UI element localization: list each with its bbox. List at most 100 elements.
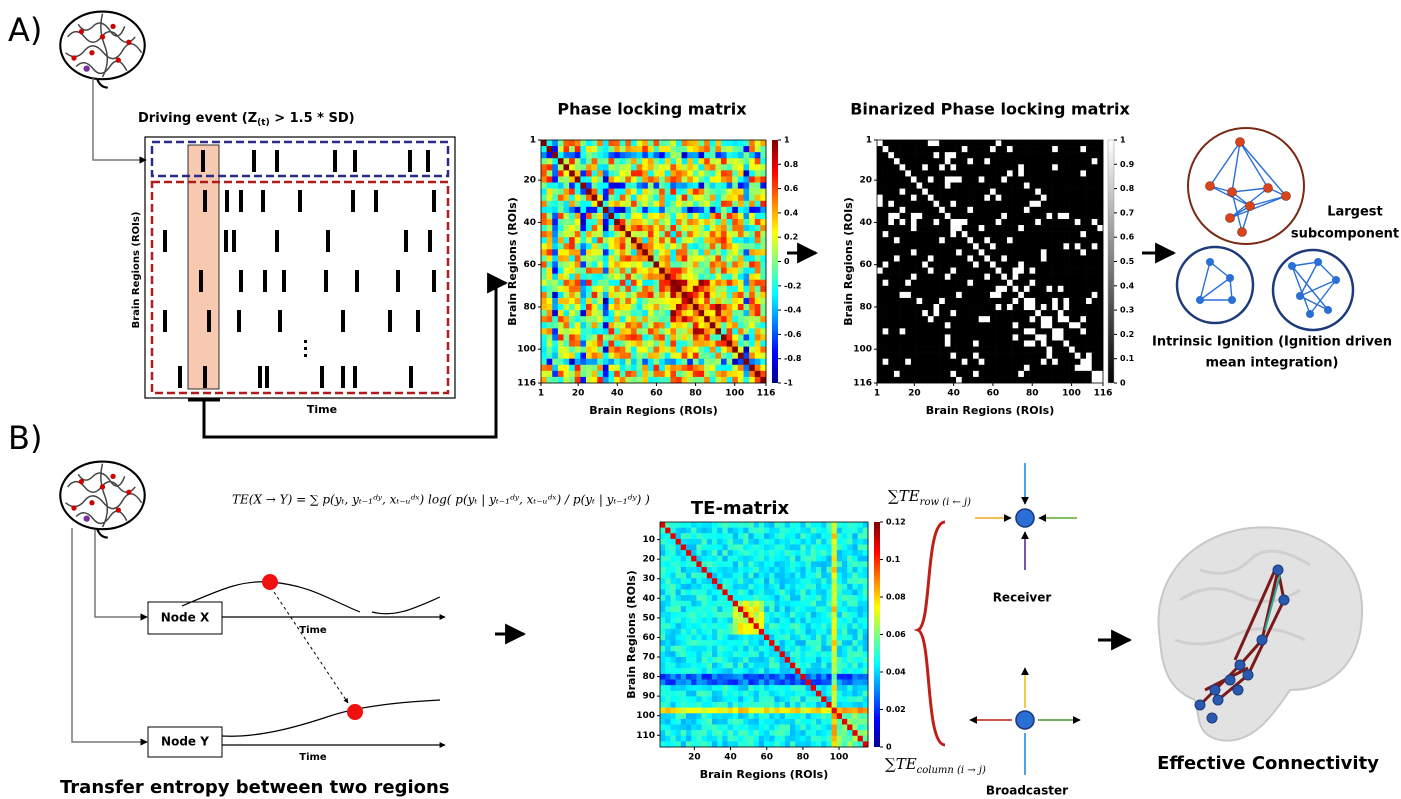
matrix-cell: [911, 164, 917, 170]
matrix-cell: [847, 578, 853, 584]
matrix-cell: [728, 567, 734, 573]
matrix-cell: [842, 606, 848, 612]
spike: [178, 366, 182, 388]
matrix-cell: [811, 533, 817, 539]
matrix-cell: [1018, 207, 1024, 213]
matrix-cell: [702, 612, 708, 618]
matrix-cell: [541, 310, 547, 316]
matrix-cell: [1024, 286, 1030, 292]
matrix-cell: [552, 292, 558, 298]
matrix-cell: [795, 668, 801, 674]
matrix-cell: [744, 292, 750, 298]
matrix-cell: [1086, 213, 1092, 219]
matrix-cell: [569, 183, 575, 189]
matrix-cell: [569, 249, 575, 255]
matrix-cell: [738, 231, 744, 237]
matrix-cell: [911, 201, 917, 207]
raster-y-label: Brain Regions (ROIs): [131, 212, 142, 329]
matrix-cell: [696, 719, 702, 725]
matrix-cell: [620, 176, 626, 182]
matrix-cell: [979, 189, 985, 195]
matrix-cell: [552, 328, 558, 334]
matrix-cell: [1041, 176, 1047, 182]
matrix-cell: [1058, 365, 1064, 371]
matrix-cell: [1047, 365, 1053, 371]
brace: [918, 522, 945, 745]
matrix-cell: [575, 268, 581, 274]
matrix-cell: [722, 606, 728, 612]
matrix-cell: [984, 328, 990, 334]
matrix-cell: [707, 680, 713, 686]
matrix-cell: [990, 268, 996, 274]
matrix-cell: [1063, 237, 1069, 243]
matrix-cell: [631, 310, 637, 316]
matrix-cell: [785, 539, 791, 545]
matrix-cell: [837, 590, 843, 596]
matrix-cell: [744, 371, 750, 377]
matrix-cell: [682, 170, 688, 176]
matrix-cell: [900, 347, 906, 353]
matrix-cell: [682, 347, 688, 353]
matrix-cell: [748, 618, 754, 624]
matrix-cell: [842, 640, 848, 646]
matrix-cell: [760, 274, 766, 280]
matrix-cell: [743, 533, 749, 539]
matrix-cell: [842, 578, 848, 584]
matrix-cell: [670, 623, 676, 629]
matrix-cell: [682, 158, 688, 164]
matrix-cell: [816, 663, 822, 669]
matrix-cell: [686, 725, 692, 731]
matrix-cell: [1047, 237, 1053, 243]
matrix-cell: [637, 304, 643, 310]
matrix-cell: [676, 316, 682, 322]
matrix-cell: [676, 207, 682, 213]
matrix-cell: [586, 365, 592, 371]
matrix-cell: [712, 550, 718, 556]
matrix-cell: [917, 249, 923, 255]
matrix-cell: [749, 195, 755, 201]
matrix-cell: [1069, 195, 1075, 201]
matrix-cell: [950, 231, 956, 237]
matrix-cell: [811, 708, 817, 714]
matrix-cell: [702, 573, 708, 579]
matrix-cell: [637, 334, 643, 340]
matrix-cell: [1097, 183, 1103, 189]
matrix-cell: [693, 316, 699, 322]
matrix-cell: [760, 164, 766, 170]
matrix-cell: [934, 322, 940, 328]
matrix-cell: [1086, 316, 1092, 322]
matrix-cell: [1092, 219, 1098, 225]
matrix-cell: [858, 533, 864, 539]
matrix-cell: [691, 702, 697, 708]
matrix-cell: [547, 262, 553, 268]
matrix-cell: [541, 353, 547, 359]
matrix-cell: [686, 635, 692, 641]
matrix-cell: [710, 140, 716, 146]
matrix-cell: [795, 584, 801, 590]
matrix-cell: [575, 146, 581, 152]
spike: [263, 270, 267, 292]
matrix-cell: [748, 668, 754, 674]
matrix-cell: [826, 606, 832, 612]
matrix-cell: [888, 274, 894, 280]
matrix-cell: [821, 550, 827, 556]
matrix-cell: [888, 286, 894, 292]
matrix-cell: [738, 691, 744, 697]
matrix-cell: [1058, 195, 1064, 201]
matrix-cell: [744, 201, 750, 207]
matrix-cell: [759, 595, 765, 601]
matrix-cell: [575, 183, 581, 189]
colorbar: [874, 522, 880, 747]
matrix-cell: [1001, 219, 1007, 225]
matrix-cell: [547, 304, 553, 310]
matrix-cell: [1001, 140, 1007, 146]
matrix-cell: [597, 255, 603, 261]
matrix-cell: [769, 522, 775, 528]
matrix-cell: [832, 601, 838, 607]
matrix-cell: [911, 207, 917, 213]
spike: [416, 310, 420, 332]
matrix-cell: [642, 292, 648, 298]
matrix-cell: [733, 657, 739, 663]
matrix-cell: [883, 140, 889, 146]
matrix-cell: [687, 298, 693, 304]
